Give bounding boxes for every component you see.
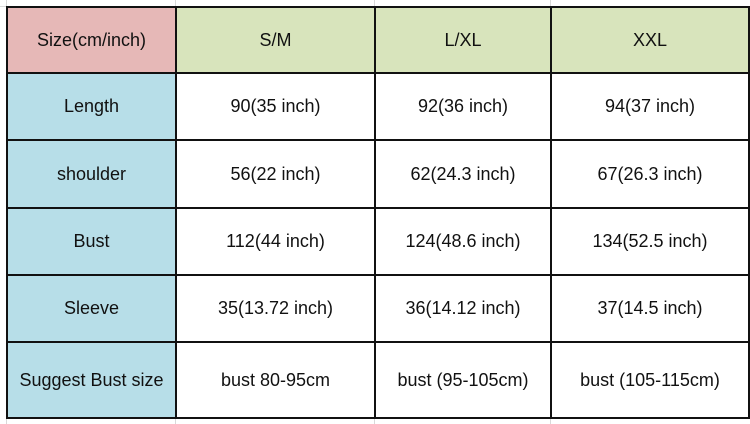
table-cell: 37(14.5 inch)	[550, 274, 750, 343]
table-cell: 134(52.5 inch)	[550, 207, 750, 276]
column-header: L/XL	[374, 6, 552, 74]
table-cell: 35(13.72 inch)	[175, 274, 376, 343]
corner-header: Size(cm/inch)	[6, 6, 177, 74]
column-header: S/M	[175, 6, 376, 74]
size-chart-table: Size(cm/inch) S/M L/XL XXL Length 90(35 …	[6, 6, 750, 419]
table-cell: 112(44 inch)	[175, 207, 376, 276]
row-header: Suggest Bust size	[6, 341, 177, 419]
table-cell: 67(26.3 inch)	[550, 139, 750, 209]
table-cell: 124(48.6 inch)	[374, 207, 552, 276]
table-cell: 94(37 inch)	[550, 72, 750, 141]
column-header: XXL	[550, 6, 750, 74]
row-header: shoulder	[6, 139, 177, 209]
row-header: Bust	[6, 207, 177, 276]
table-row: shoulder 56(22 inch) 62(24.3 inch) 67(26…	[6, 139, 750, 209]
table-cell: bust (95-105cm)	[374, 341, 552, 419]
row-header: Sleeve	[6, 274, 177, 343]
table-row: Sleeve 35(13.72 inch) 36(14.12 inch) 37(…	[6, 274, 750, 343]
table-cell: bust (105-115cm)	[550, 341, 750, 419]
table-cell: 62(24.3 inch)	[374, 139, 552, 209]
table-row: Suggest Bust size bust 80-95cm bust (95-…	[6, 341, 750, 419]
table-cell: 90(35 inch)	[175, 72, 376, 141]
table-cell: 36(14.12 inch)	[374, 274, 552, 343]
table-row: Length 90(35 inch) 92(36 inch) 94(37 inc…	[6, 72, 750, 141]
table-cell: 92(36 inch)	[374, 72, 552, 141]
header-row: Size(cm/inch) S/M L/XL XXL	[6, 6, 750, 74]
table-row: Bust 112(44 inch) 124(48.6 inch) 134(52.…	[6, 207, 750, 276]
table-cell: bust 80-95cm	[175, 341, 376, 419]
row-header: Length	[6, 72, 177, 141]
table-cell: 56(22 inch)	[175, 139, 376, 209]
